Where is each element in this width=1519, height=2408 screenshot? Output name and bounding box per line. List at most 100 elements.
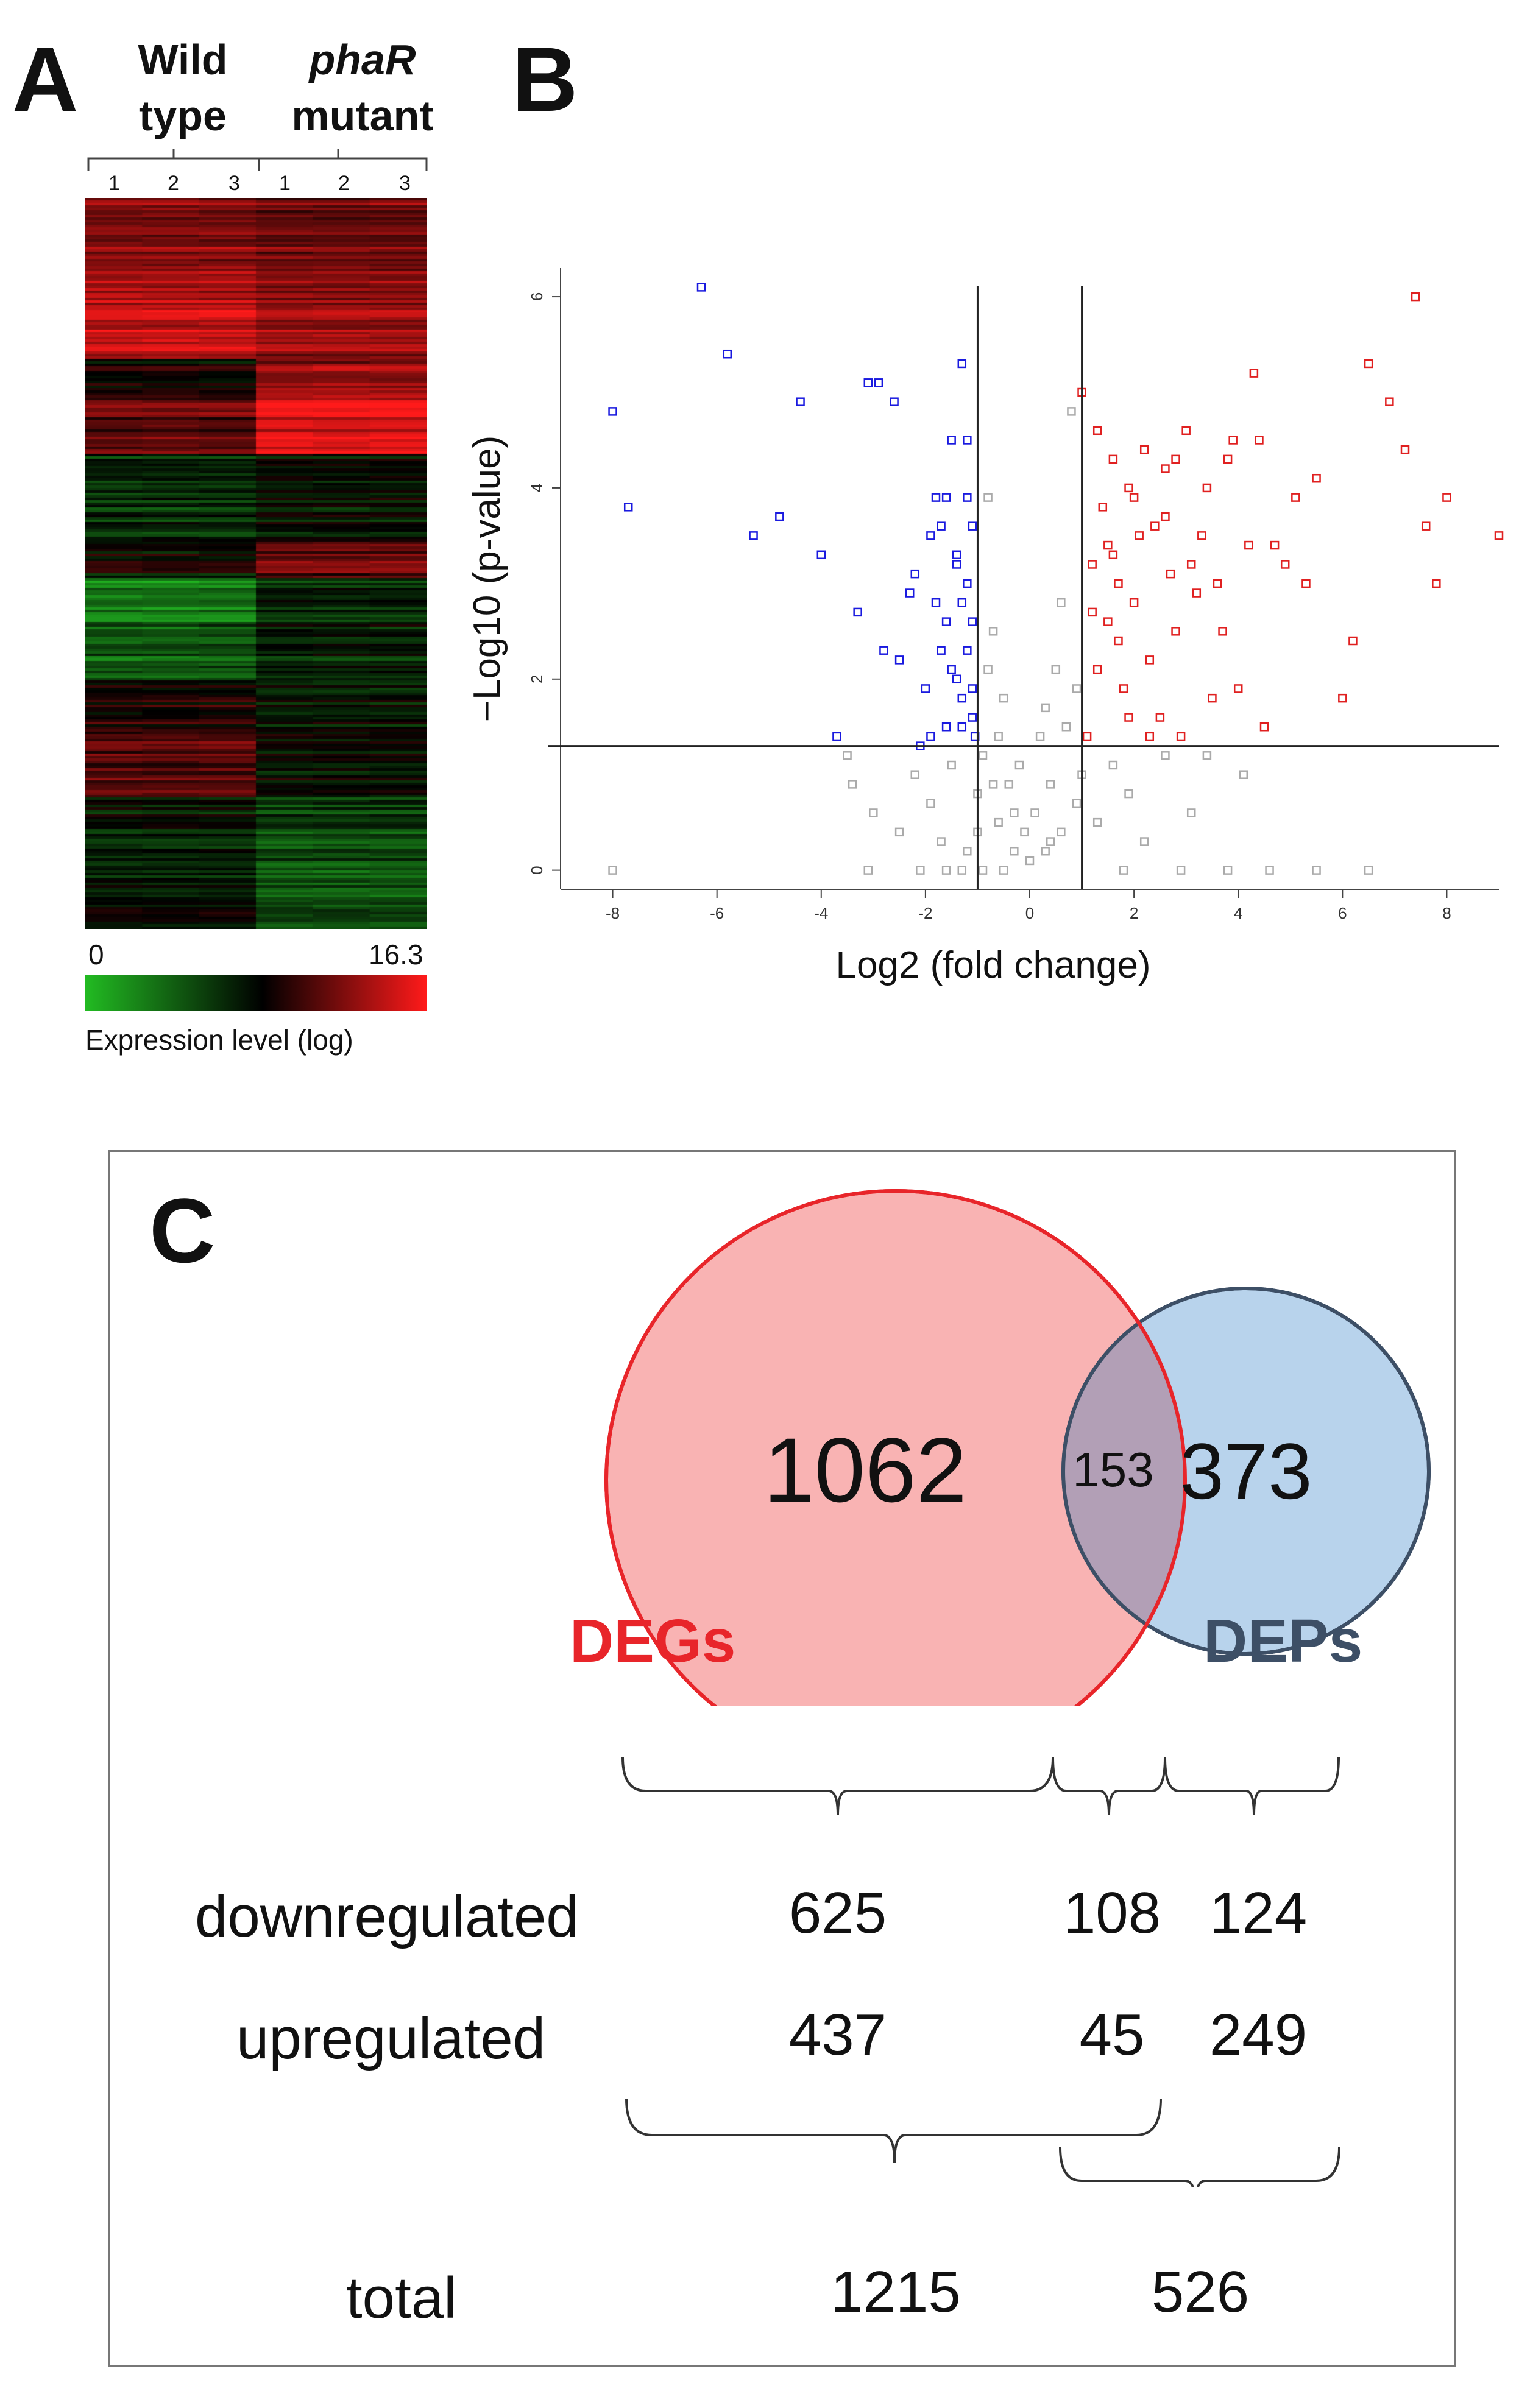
data-point <box>796 397 805 406</box>
data-point <box>1171 454 1180 464</box>
data-point <box>1092 426 1102 436</box>
data-point <box>1161 512 1170 521</box>
data-point <box>1108 454 1118 464</box>
data-point <box>931 598 941 607</box>
data-point <box>608 407 617 416</box>
data-point <box>890 397 899 406</box>
data-point <box>983 493 993 502</box>
data-point <box>1223 866 1233 875</box>
data-point <box>863 866 873 875</box>
data-point <box>816 550 826 560</box>
data-point <box>1244 540 1253 550</box>
data-point <box>1421 521 1431 531</box>
x-tick-label: 8 <box>1442 904 1451 922</box>
data-point <box>994 732 1003 741</box>
data-point <box>1092 665 1102 674</box>
data-point <box>1135 531 1144 540</box>
data-point <box>963 436 972 445</box>
data-point <box>1020 827 1029 837</box>
data-point <box>843 751 852 760</box>
data-point <box>1119 866 1128 875</box>
data-point <box>832 732 841 741</box>
x-tick-label: -6 <box>710 904 724 922</box>
data-point <box>1265 866 1274 875</box>
data-point <box>910 770 920 779</box>
data-point <box>1088 560 1097 569</box>
data-point <box>1186 808 1196 817</box>
data-point <box>1129 493 1139 502</box>
colorbar-label: Expression level (log) <box>85 1024 353 1056</box>
data-point <box>1082 732 1092 741</box>
data-point <box>723 349 732 359</box>
data-point <box>848 780 857 789</box>
data-point <box>775 512 784 521</box>
x-tick-label: 6 <box>1338 904 1347 922</box>
down-deps-only: 124 <box>1209 1880 1308 1946</box>
data-point <box>894 655 904 665</box>
data-point <box>1228 436 1238 445</box>
x-tick-label: -4 <box>814 904 828 922</box>
group2-header: phaR mutant <box>271 32 454 144</box>
data-point <box>905 588 915 598</box>
data-point <box>1312 866 1321 875</box>
data-point <box>957 598 967 607</box>
data-point <box>1067 407 1076 416</box>
data-point <box>1051 665 1061 674</box>
group-brackets <box>87 149 428 171</box>
group2-line2: mutant <box>291 92 434 139</box>
expression-heatmap <box>85 198 427 929</box>
total-label: total <box>346 2265 457 2331</box>
data-point <box>1124 789 1133 799</box>
data-point <box>1166 569 1175 579</box>
data-point <box>937 646 946 655</box>
y-tick-label: 2 <box>528 675 546 683</box>
data-point <box>1103 540 1113 550</box>
rep-label: 3 <box>399 172 411 195</box>
panel-c-frame <box>108 1150 1456 2367</box>
overlap-count: 153 <box>1072 1442 1153 1497</box>
data-point <box>1385 397 1394 406</box>
data-point <box>994 817 1003 827</box>
total-degs: 1215 <box>830 2259 961 2325</box>
group2-line1: phaR <box>309 36 416 83</box>
data-point <box>863 378 873 387</box>
data-point <box>957 722 967 732</box>
data-point <box>1411 292 1420 302</box>
data-point <box>879 646 888 655</box>
data-point <box>1213 579 1222 588</box>
data-point <box>1255 436 1264 445</box>
data-point <box>1218 627 1227 636</box>
data-point <box>999 866 1008 875</box>
data-point <box>1364 359 1373 369</box>
y-tick-label: 4 <box>528 484 546 492</box>
data-point <box>1114 636 1123 646</box>
data-point <box>1239 770 1248 779</box>
data-point <box>1150 521 1160 531</box>
data-point <box>952 560 961 569</box>
data-point <box>983 665 993 674</box>
colorbar-min: 0 <box>88 939 104 970</box>
data-point <box>1301 579 1311 588</box>
data-point <box>1035 732 1045 741</box>
data-point <box>696 283 706 292</box>
panel-c-letter: C <box>149 1179 216 1282</box>
data-point <box>1348 636 1358 646</box>
data-point <box>1092 817 1102 827</box>
data-point <box>910 569 920 579</box>
data-point <box>1442 493 1451 502</box>
data-point <box>1088 607 1097 617</box>
up-overlap: 45 <box>1079 2002 1145 2067</box>
x-tick-label: 2 <box>1130 904 1138 922</box>
data-point <box>978 866 988 875</box>
data-point <box>853 607 862 617</box>
data-point <box>1181 426 1191 436</box>
data-point <box>1046 780 1055 789</box>
data-point <box>941 493 951 502</box>
data-point <box>1249 369 1259 378</box>
deps-only-count: 373 <box>1180 1427 1312 1516</box>
data-point <box>1259 722 1269 732</box>
data-point <box>941 866 951 875</box>
deps-label: DEPs <box>1203 1607 1362 1675</box>
panel-a-letter: A <box>12 28 79 130</box>
data-point <box>1046 837 1055 846</box>
